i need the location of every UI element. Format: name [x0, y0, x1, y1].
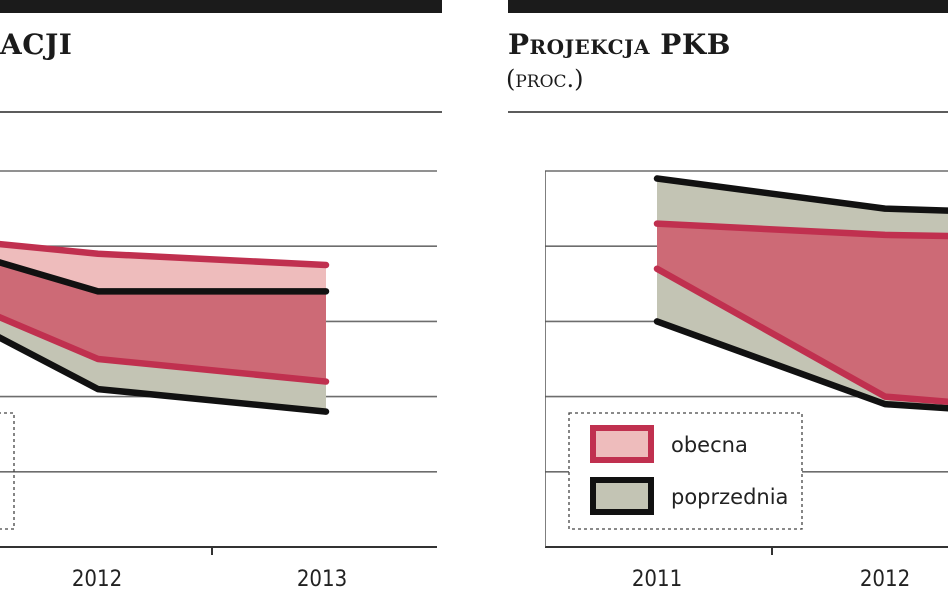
legend-label-obecna: obecna [671, 433, 748, 457]
right-y-tick-label-3: 3 [524, 310, 537, 335]
left-line-poprzednia-low [0, 334, 330, 415]
right-line-poprzednia-low [653, 318, 948, 412]
right-chart-subtitle: (proc.) [506, 65, 584, 93]
right-panel-top-bar [508, 0, 948, 13]
right-band-overlap [657, 223, 948, 402]
right-title-rule [508, 111, 948, 113]
left-line-poprzednia-high [0, 259, 330, 295]
right-y-tick-label-2: 2 [524, 386, 537, 411]
right-line-obecna-high [653, 220, 948, 240]
left-x-tick-label-2013: 2013 [297, 567, 347, 592]
legend-swatch-obecna [590, 425, 654, 463]
left-chart-group: 2012 2013 [0, 170, 437, 592]
right-x-tick-label-2011: 2011 [632, 567, 682, 592]
right-y-tick-label-1: 1 [524, 461, 537, 486]
right-y-tick-label-4: 4 [524, 235, 537, 260]
right-line-poprzednia-high [653, 175, 948, 214]
left-title-rule [0, 111, 442, 113]
left-legend-box [0, 412, 15, 530]
right-chart-title: Projekcja PKB [508, 28, 731, 61]
right-y-tick-label-0: 0 [524, 536, 537, 561]
legend-label-poprzednia: poprzednia [671, 485, 788, 509]
left-chart-title: ACJI [0, 28, 73, 61]
left-panel-top-bar [0, 0, 442, 13]
right-y-tick-label-5: 5 [524, 160, 537, 185]
right-line-obecna-low [653, 265, 948, 406]
right-x-tick-label-2012: 2012 [860, 567, 910, 592]
legend-swatch-poprzednia [590, 477, 654, 515]
left-line-obecna-high [0, 240, 330, 269]
left-x-tick-label-2012: 2012 [72, 567, 122, 592]
left-line-obecna-low [0, 313, 330, 385]
